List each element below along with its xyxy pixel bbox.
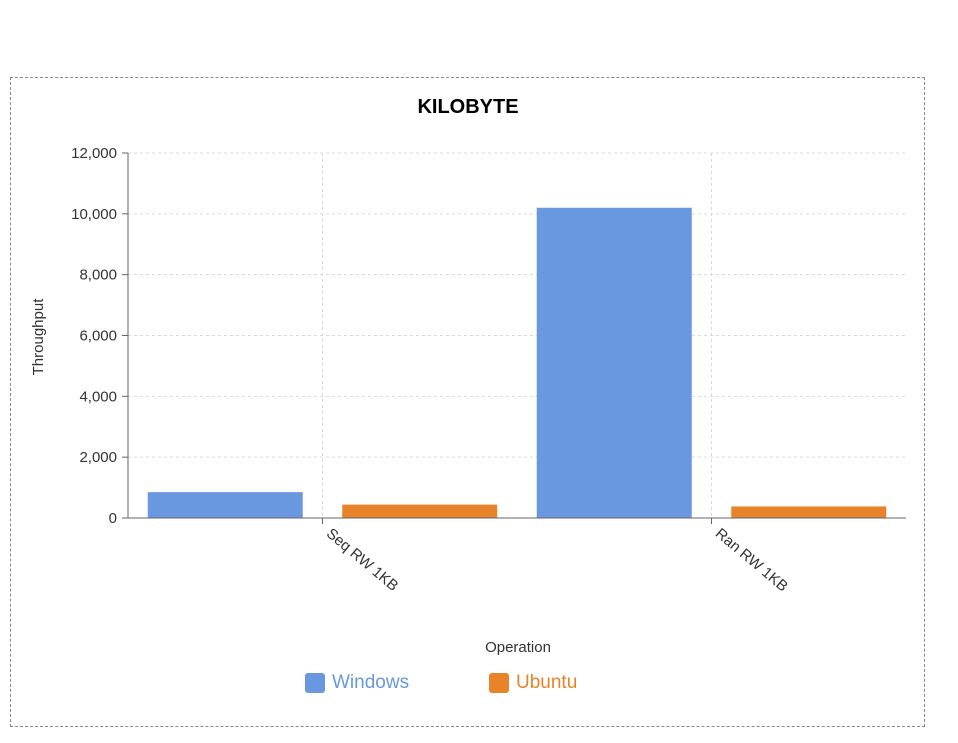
bar-ubuntu-1[interactable] bbox=[731, 506, 887, 518]
y-tick-label: 12,000 bbox=[71, 145, 117, 162]
bar-ubuntu-0[interactable] bbox=[342, 504, 498, 518]
y-tick-label: 6,000 bbox=[79, 328, 117, 345]
y-tick-label: 4,000 bbox=[79, 388, 117, 405]
chart-title: KILOBYTE bbox=[417, 96, 518, 118]
x-tick-labels: Seq RW 1KB Ran RW 1KB bbox=[323, 525, 791, 595]
x-tick-label: Seq RW 1KB bbox=[323, 525, 401, 595]
x-tick-label: Ran RW 1KB bbox=[712, 525, 791, 595]
x-axis-label: Operation bbox=[485, 639, 551, 656]
y-tick-labels: 0 2,000 4,000 6,000 8,000 10,000 12,000 bbox=[71, 145, 117, 527]
legend-label-ubuntu[interactable]: Ubuntu bbox=[516, 672, 577, 693]
y-tick-label: 0 bbox=[109, 510, 117, 527]
bar-windows-0[interactable] bbox=[147, 492, 303, 518]
gridlines bbox=[128, 152, 906, 518]
y-tick-label: 2,000 bbox=[79, 449, 117, 466]
chart-frame bbox=[10, 77, 925, 727]
y-tick-label: 8,000 bbox=[79, 267, 117, 284]
bar-windows-1[interactable] bbox=[536, 207, 692, 518]
axes bbox=[122, 152, 906, 524]
y-tick-label: 10,000 bbox=[71, 206, 117, 223]
legend-swatch-ubuntu[interactable] bbox=[489, 673, 509, 693]
legend-label-windows[interactable]: Windows bbox=[332, 672, 409, 693]
y-axis-label: Throughput bbox=[30, 298, 47, 376]
legend: Windows Ubuntu bbox=[305, 672, 577, 693]
legend-swatch-windows[interactable] bbox=[305, 673, 325, 693]
bars bbox=[147, 207, 887, 518]
